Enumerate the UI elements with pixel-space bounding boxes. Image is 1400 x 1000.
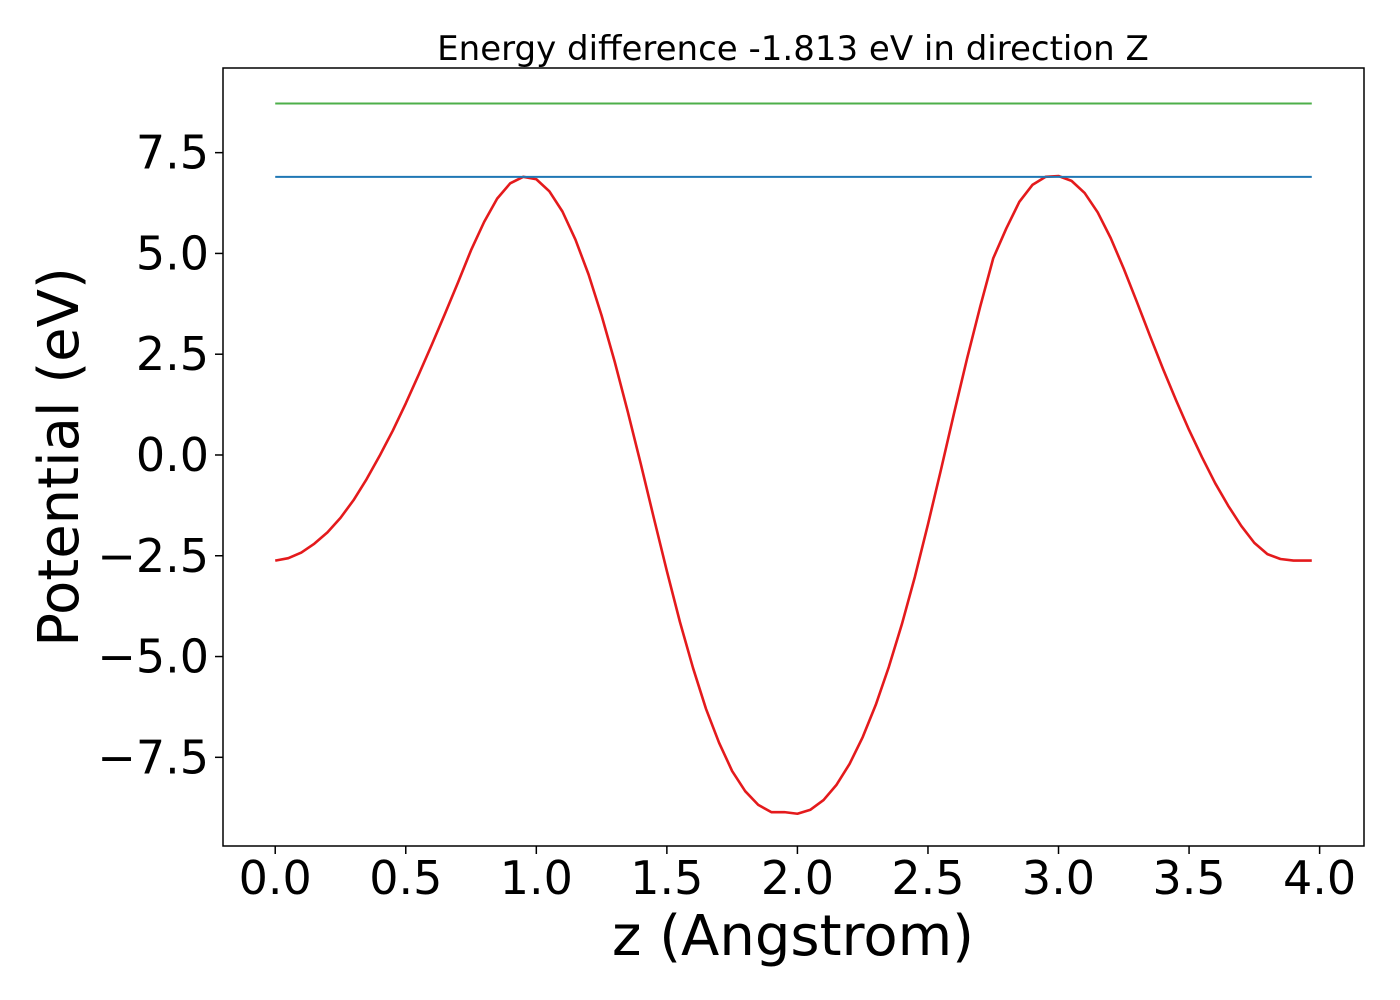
series-layer: [274, 102, 1312, 816]
y-axis: −7.5 −5.0 −2.5 0.0 2.5 5.0 7.5: [97, 126, 223, 784]
y-tick-label: −5.0: [97, 630, 209, 684]
x-tick-label: 2.5: [891, 851, 964, 905]
y-tick-label: 5.0: [136, 226, 209, 280]
y-axis-title: Potential (eV): [27, 267, 92, 647]
x-tick-label: 3.0: [1022, 851, 1095, 905]
x-axis: 0.0 0.5 1.0 1.5 2.0 2.5 3.0 3.5 4.0: [239, 846, 1356, 905]
plot-frame: [222, 67, 1365, 847]
y-tick-label: −2.5: [97, 529, 209, 583]
x-tick-label: 0.5: [369, 851, 442, 905]
x-tick-label: 0.0: [239, 851, 312, 905]
y-tick-label: 2.5: [136, 327, 209, 381]
x-tick-label: 1.5: [630, 851, 703, 905]
series-line-potential: [274, 174, 1312, 816]
x-axis-title: z (Angstrom): [612, 904, 974, 969]
chart-title: Energy difference -1.813 eV in direction…: [437, 29, 1149, 69]
x-tick-label: 4.0: [1283, 851, 1356, 905]
y-tick-label: 0.0: [136, 428, 209, 482]
y-tick-label: −7.5: [97, 730, 209, 784]
y-tick-label: 7.5: [136, 126, 209, 180]
x-tick-label: 2.0: [761, 851, 834, 905]
x-tick-label: 1.0: [500, 851, 573, 905]
x-tick-label: 3.5: [1152, 851, 1225, 905]
